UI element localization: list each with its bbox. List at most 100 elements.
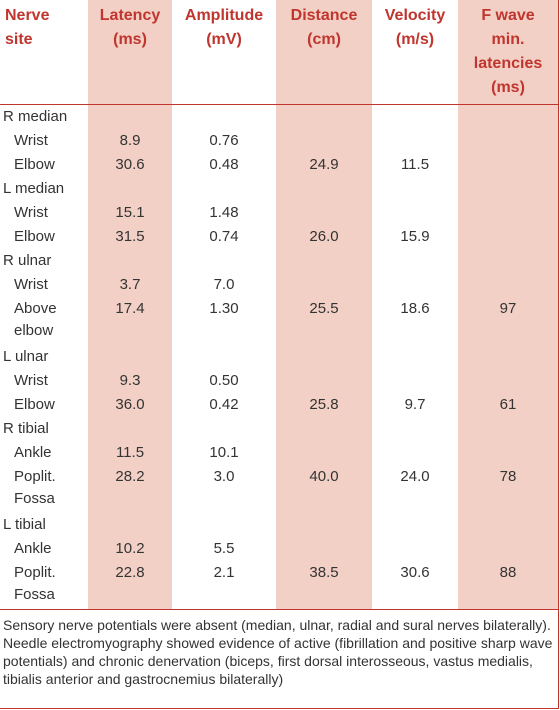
header-nerve-site: Nerve site — [0, 0, 88, 105]
latency-cell: 17.4 — [88, 297, 172, 345]
fwave-cell — [458, 201, 558, 225]
velocity-cell: 15.9 — [400, 228, 430, 245]
header-latency: Latency (ms) — [88, 0, 172, 105]
velocity-cell: 9.7 — [404, 396, 426, 413]
latency-cell — [88, 345, 172, 369]
fwave-cell — [458, 225, 558, 249]
distance-cell — [276, 537, 372, 561]
site-line: Poplit. — [14, 468, 56, 485]
amplitude-cell: 7.0 — [213, 276, 235, 293]
amplitude-cell: 5.5 — [213, 540, 235, 557]
site-line: Fossa — [14, 586, 55, 603]
latency-cell: 3.7 — [88, 273, 172, 297]
latency-cell: 10.2 — [88, 537, 172, 561]
velocity-cell — [372, 273, 458, 297]
distance-cell: 26.0 — [276, 225, 372, 249]
header-velocity: Velocity (m/s) — [372, 0, 458, 105]
table-row: Wrist 9.3 0.50 — [0, 369, 558, 393]
distance-cell: 38.5 — [276, 561, 372, 610]
velocity-cell: 30.6 — [400, 564, 430, 581]
header-line: latencies — [473, 55, 543, 72]
latency-cell: 11.5 — [88, 441, 172, 465]
header-amplitude: Amplitude (mV) — [172, 0, 276, 105]
table-row: Wrist 3.7 7.0 — [0, 273, 558, 297]
nerve-label: L tibial — [3, 516, 46, 533]
table-row: Wrist 8.9 0.76 — [0, 129, 558, 153]
header-distance: Distance (cm) — [276, 0, 372, 105]
footnote: Sensory nerve potentials were absent (me… — [0, 609, 558, 690]
fwave-cell — [458, 104, 558, 129]
velocity-cell — [372, 129, 458, 153]
fwave-cell — [458, 177, 558, 201]
fwave-cell — [458, 129, 558, 153]
site-cell: Ankle — [14, 540, 52, 557]
table-row: Poplit. Fossa 22.8 2.1 38.5 30.6 88 — [0, 561, 558, 610]
velocity-cell — [372, 513, 458, 537]
table-header: Nerve site Latency (ms) Amplitude (mV) D… — [0, 0, 558, 105]
distance-cell: 25.5 — [276, 297, 372, 345]
site-cell: Wrist — [14, 372, 48, 389]
distance-cell — [276, 249, 372, 273]
site-line: elbow — [14, 322, 54, 339]
nerve-group-row: R ulnar — [0, 249, 558, 273]
amplitude-cell: 1.48 — [209, 204, 239, 221]
nerve-group-row: R median — [0, 104, 558, 130]
amplitude-cell — [172, 177, 276, 201]
header-line: Distance — [290, 7, 358, 24]
table-footer: Sensory nerve potentials were absent (me… — [0, 609, 558, 690]
latency-cell — [88, 249, 172, 273]
amplitude-cell — [172, 417, 276, 441]
site-cell: Poplit. Fossa — [0, 465, 88, 513]
latency-cell: 30.6 — [88, 153, 172, 177]
amplitude-cell: 0.74 — [209, 228, 239, 245]
velocity-cell — [372, 417, 458, 441]
header-line: Amplitude — [184, 7, 264, 24]
distance-cell — [276, 129, 372, 153]
latency-cell: 9.3 — [88, 369, 172, 393]
latency-cell: 15.1 — [88, 201, 172, 225]
table-row: Ankle 10.2 5.5 — [0, 537, 558, 561]
table-row: Wrist 15.1 1.48 — [0, 201, 558, 225]
velocity-cell — [372, 105, 458, 130]
nerve-group-row: R tibial — [0, 417, 558, 441]
velocity-cell: 11.5 — [400, 156, 430, 173]
distance-cell — [276, 369, 372, 393]
site-line: Poplit. — [14, 564, 56, 581]
table-row: Above elbow 17.4 1.30 25.5 18.6 97 — [0, 297, 558, 345]
table-body: R median Wrist 8.9 0.76 Elbow 30.6 0.48 24.9 11.… — [0, 104, 558, 610]
fwave-cell — [458, 417, 558, 441]
site-cell: Ankle — [14, 444, 52, 461]
fwave-cell — [458, 441, 558, 465]
distance-cell: 24.9 — [276, 153, 372, 177]
amplitude-cell: 0.50 — [209, 372, 239, 389]
fwave-cell: 97 — [458, 297, 558, 345]
fwave-cell — [458, 513, 558, 537]
amplitude-cell: 3.0 — [213, 468, 235, 485]
amplitude-cell: 0.76 — [209, 132, 239, 149]
header-line: F wave — [481, 7, 535, 24]
site-cell: Poplit. Fossa — [0, 561, 88, 610]
latency-cell — [88, 513, 172, 537]
table-row: Elbow 30.6 0.48 24.9 11.5 — [0, 153, 558, 177]
latency-cell — [88, 177, 172, 201]
velocity-cell: 24.0 — [400, 468, 430, 485]
velocity-cell — [372, 537, 458, 561]
site-line: Fossa — [14, 490, 55, 507]
distance-cell — [276, 104, 372, 129]
fwave-cell: 78 — [458, 465, 558, 513]
header-line: (m/s) — [395, 31, 435, 48]
fwave-cell — [458, 537, 558, 561]
table-row: Elbow 36.0 0.42 25.8 9.7 61 — [0, 393, 558, 417]
latency-cell: 28.2 — [88, 465, 172, 513]
header-f-wave: F wave min. latencies (ms) — [458, 0, 558, 105]
distance-cell — [276, 177, 372, 201]
nerve-label: L median — [3, 180, 65, 197]
nerve-group-row: L median — [0, 177, 558, 201]
site-cell: Elbow — [14, 228, 55, 245]
velocity-cell — [372, 177, 458, 201]
header-line: Latency — [99, 7, 161, 24]
amplitude-cell: 0.42 — [209, 396, 239, 413]
distance-cell — [276, 417, 372, 441]
amplitude-cell: 10.1 — [209, 444, 239, 461]
